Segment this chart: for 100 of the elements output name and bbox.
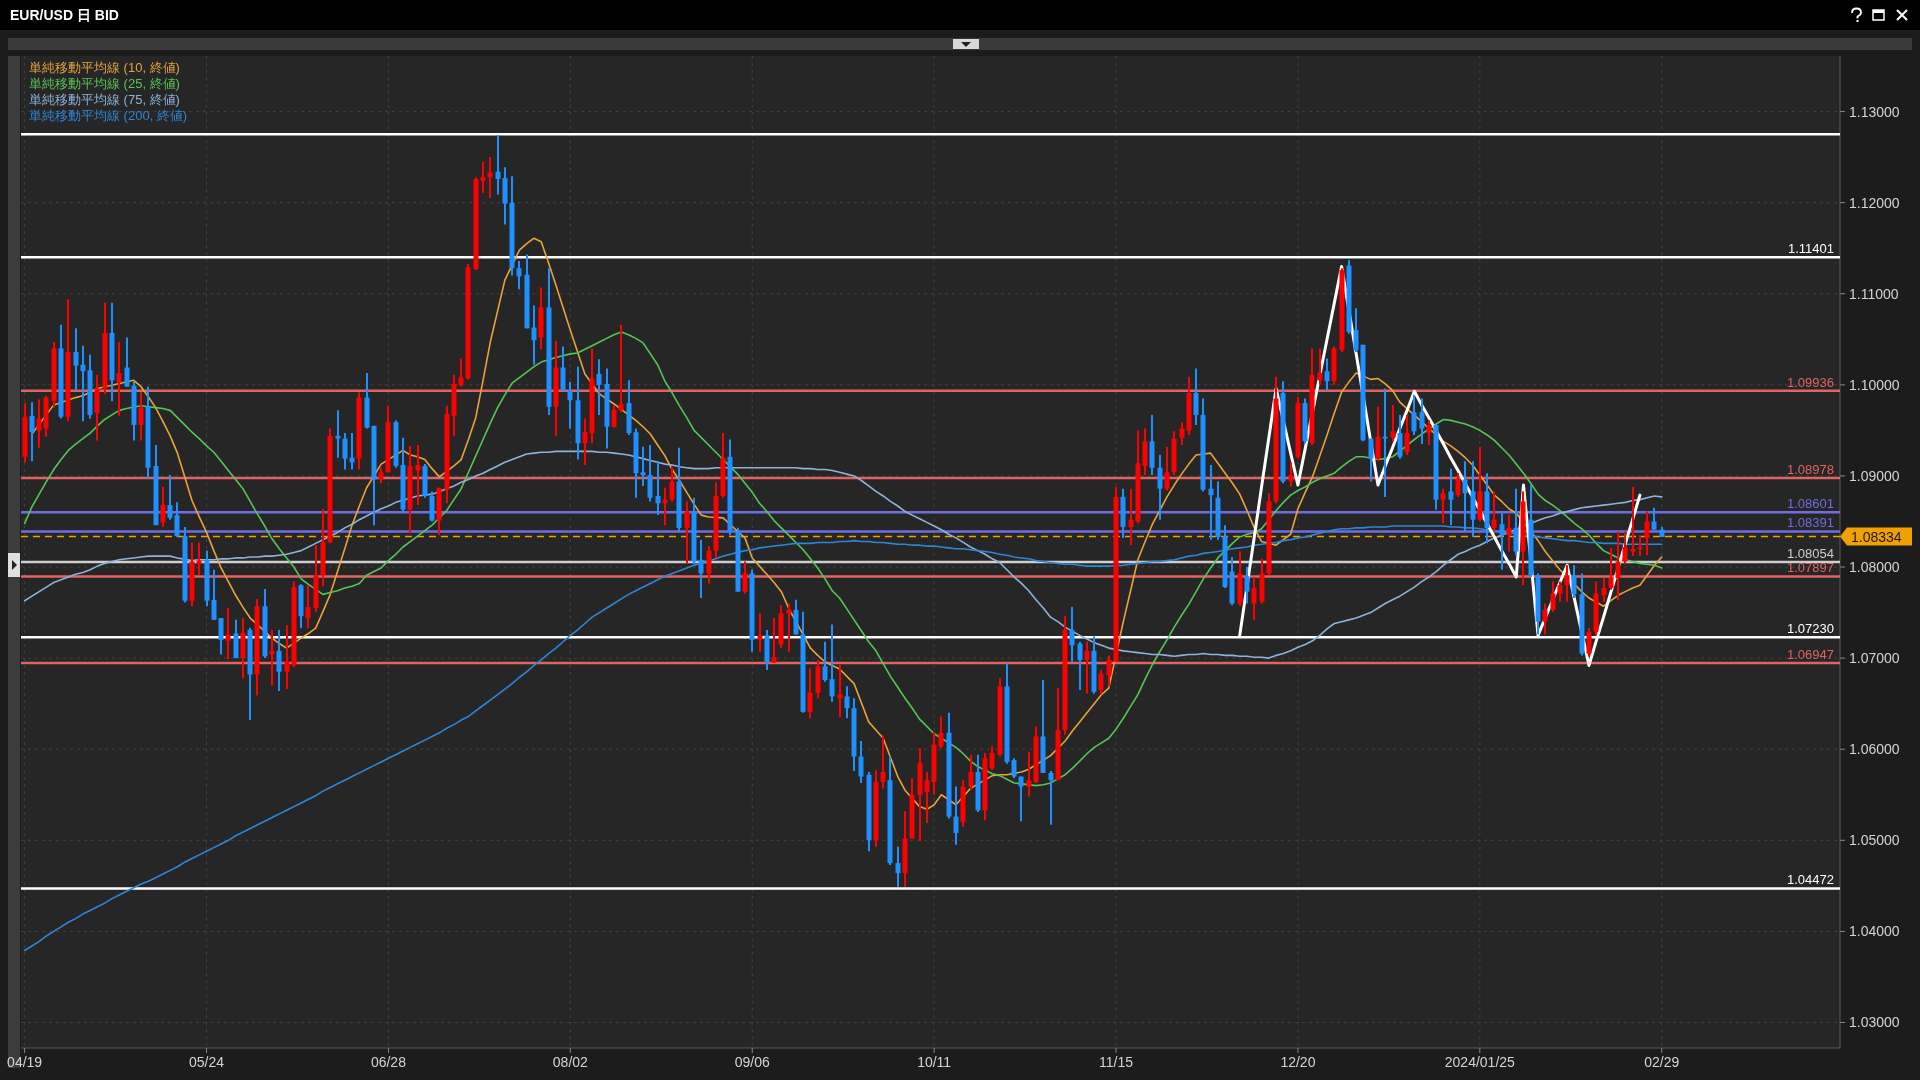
- candlestick: [1448, 467, 1454, 527]
- candlestick: [968, 753, 974, 792]
- candlestick: [160, 485, 166, 528]
- chart-title: EUR/USD 日 BID: [10, 7, 119, 23]
- candlestick: [829, 623, 835, 703]
- candlestick: [124, 336, 130, 388]
- candlestick: [211, 568, 217, 621]
- candlestick: [1426, 419, 1432, 446]
- ref-line-label: 1.04472: [1787, 872, 1834, 888]
- candlestick: [1397, 413, 1403, 460]
- candlestick: [1455, 472, 1461, 498]
- y-tick-label: 1.09000: [1849, 467, 1900, 484]
- candlestick: [276, 628, 282, 692]
- candlestick: [1651, 506, 1657, 531]
- candlestick: [989, 745, 995, 772]
- candlestick: [1324, 357, 1330, 392]
- candlestick: [1615, 530, 1621, 601]
- line-series: [23, 331, 1663, 787]
- candlestick: [516, 259, 522, 291]
- candlestick: [531, 304, 537, 366]
- candlestick: [1404, 413, 1410, 456]
- candlestick: [1499, 512, 1505, 571]
- candlestick: [1244, 566, 1250, 605]
- candlestick: [706, 545, 712, 585]
- candlestick: [822, 640, 828, 683]
- candlestick: [335, 409, 341, 459]
- candlestick: [342, 432, 348, 471]
- candlestick: [1440, 487, 1446, 525]
- candlestick: [284, 624, 290, 691]
- x-tick-label: 04/19: [7, 1054, 43, 1070]
- candlestick: [807, 667, 813, 720]
- candlestick: [953, 785, 959, 846]
- candlestick: [1571, 564, 1577, 599]
- candlestick: [1011, 757, 1017, 780]
- x-tick-label: 12/20: [1280, 1054, 1316, 1070]
- candlestick: [1644, 510, 1650, 557]
- candlestick: [36, 398, 42, 449]
- text: 単純移動平均線 (10, 終値): [29, 60, 180, 75]
- candlestick: [924, 770, 930, 824]
- candlestick: [1419, 397, 1425, 446]
- candlestick: [174, 501, 180, 538]
- candlestick: [742, 560, 748, 595]
- text: 単純移動平均線 (200, 終値): [29, 108, 188, 123]
- candlestick: [1542, 602, 1548, 636]
- ref-line-label: 1.08391: [1787, 515, 1834, 531]
- candlestick: [895, 845, 901, 888]
- candlestick: [1586, 627, 1592, 658]
- candlestick: [1098, 668, 1104, 696]
- candlestick: [1601, 576, 1607, 603]
- candlestick: [858, 740, 864, 784]
- candlestick: [844, 685, 850, 720]
- candlestick: [1608, 546, 1614, 591]
- candlestick: [611, 403, 617, 429]
- candlestick: [1491, 490, 1497, 533]
- text: 単純移動平均線 (25, 終値): [29, 76, 180, 91]
- candlestick: [1157, 453, 1163, 521]
- candlestick: [1084, 640, 1090, 695]
- candlestick: [1106, 654, 1112, 688]
- candlestick: [1353, 307, 1359, 354]
- line-series: [23, 450, 1663, 659]
- candlestick: [1208, 464, 1214, 541]
- candlestick: [73, 327, 79, 392]
- x-tick-label: 06/28: [370, 1054, 407, 1070]
- x-tick-label: 08/02: [552, 1054, 589, 1070]
- candlestick: [1564, 564, 1570, 603]
- candlestick: [1026, 750, 1032, 798]
- candlestick: [1164, 445, 1170, 492]
- y-tick-label: 1.06000: [1849, 741, 1900, 758]
- candlestick: [1637, 534, 1643, 558]
- candlestick: [757, 612, 763, 653]
- candlestick: [938, 715, 944, 750]
- candlestick: [1382, 387, 1388, 498]
- candlestick: [1462, 460, 1468, 533]
- candlestick: [771, 617, 777, 664]
- candlestick: [1179, 421, 1185, 446]
- x-tick-label: 02/29: [1644, 1054, 1680, 1070]
- y-tick-label: 1.07000: [1849, 650, 1900, 667]
- x-tick-label: 2024/01/25: [1444, 1054, 1516, 1070]
- y-tick-label: 1.13000: [1849, 103, 1900, 120]
- candlestick: [618, 323, 624, 414]
- candlestick: [1069, 606, 1075, 663]
- candlestick: [458, 357, 464, 388]
- candlestick: [495, 134, 501, 196]
- candlestick: [647, 443, 653, 503]
- candlestick: [305, 584, 311, 630]
- candlestick: [1630, 485, 1636, 558]
- candlestick: [1048, 770, 1054, 826]
- candlestick: [1506, 514, 1512, 553]
- candlestick: [415, 443, 421, 507]
- candlestick: [582, 417, 588, 467]
- candlestick: [218, 617, 224, 656]
- text: 単純移動平均線 (75, 終値): [29, 92, 180, 107]
- candlestick: [225, 607, 231, 661]
- candlestick: [880, 734, 886, 790]
- x-tick-label: 10/11: [917, 1054, 952, 1070]
- y-tick-label: 1.04000: [1849, 923, 1900, 940]
- candlestick: [116, 341, 122, 417]
- x-tick-label: 09/06: [734, 1054, 770, 1070]
- candlestick: [567, 381, 573, 430]
- ref-line-label: 1.06947: [1787, 646, 1834, 662]
